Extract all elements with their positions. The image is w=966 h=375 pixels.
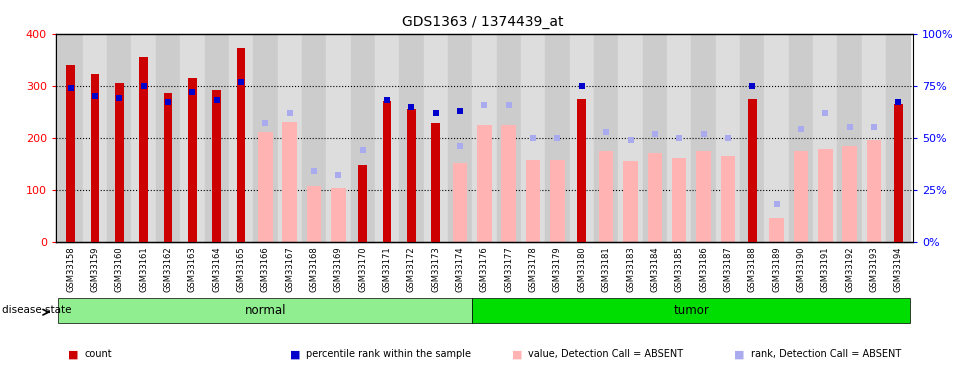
Bar — [521, 34, 545, 242]
Text: tumor: tumor — [673, 304, 709, 317]
Bar — [91, 74, 99, 242]
Bar — [83, 34, 107, 242]
Bar — [788, 34, 813, 242]
Bar — [570, 34, 594, 242]
Bar — [838, 34, 862, 242]
Bar — [59, 34, 83, 242]
Bar — [139, 57, 148, 242]
Bar — [526, 160, 540, 242]
Bar — [599, 151, 613, 242]
Bar — [358, 165, 367, 242]
Bar — [472, 298, 910, 323]
Bar — [501, 125, 516, 242]
Bar — [181, 34, 205, 242]
Text: ■: ■ — [734, 350, 745, 359]
Bar — [448, 34, 472, 242]
Text: percentile rank within the sample: percentile rank within the sample — [306, 350, 471, 359]
Bar — [282, 122, 297, 242]
Text: disease state: disease state — [2, 305, 71, 315]
Bar — [229, 34, 253, 242]
Bar — [842, 146, 857, 242]
Bar — [163, 93, 172, 242]
Bar — [327, 34, 351, 242]
Text: value, Detection Call = ABSENT: value, Detection Call = ABSENT — [528, 350, 684, 359]
Bar — [237, 48, 245, 242]
Text: ■: ■ — [290, 350, 300, 359]
Bar — [696, 151, 711, 242]
Bar — [578, 99, 586, 242]
Bar — [672, 158, 687, 242]
Bar — [497, 34, 521, 242]
Bar — [862, 34, 886, 242]
Bar — [399, 34, 424, 242]
Bar — [748, 99, 756, 242]
Bar — [472, 34, 497, 242]
Bar — [205, 34, 229, 242]
Text: ■: ■ — [512, 350, 523, 359]
Bar — [642, 34, 667, 242]
Bar — [740, 34, 764, 242]
Bar — [794, 151, 809, 242]
Bar — [769, 219, 783, 242]
Bar — [545, 34, 570, 242]
Bar — [277, 34, 302, 242]
Bar — [721, 156, 735, 242]
Bar — [131, 34, 156, 242]
Bar — [716, 34, 740, 242]
Bar — [307, 186, 322, 242]
Bar — [618, 34, 642, 242]
Bar — [647, 153, 662, 242]
Bar — [477, 125, 492, 242]
Text: GDS1363 / 1374439_at: GDS1363 / 1374439_at — [402, 15, 564, 29]
Bar — [67, 65, 75, 242]
Bar — [594, 34, 618, 242]
Bar — [453, 163, 468, 242]
Bar — [302, 34, 327, 242]
Bar — [667, 34, 692, 242]
Bar — [383, 101, 391, 242]
Bar — [424, 34, 448, 242]
Text: ■: ■ — [68, 350, 78, 359]
Bar — [764, 34, 788, 242]
Bar — [107, 34, 131, 242]
Bar — [188, 78, 197, 242]
Bar — [407, 109, 415, 242]
Bar — [258, 132, 272, 242]
Bar — [253, 34, 277, 242]
Text: rank, Detection Call = ABSENT: rank, Detection Call = ABSENT — [751, 350, 901, 359]
Bar — [213, 90, 221, 242]
Text: count: count — [84, 350, 112, 359]
Bar — [813, 34, 838, 242]
Bar — [432, 123, 440, 242]
Text: normal: normal — [244, 304, 286, 317]
Bar — [894, 104, 902, 242]
Bar — [115, 83, 124, 242]
Bar — [331, 188, 346, 242]
Bar — [351, 34, 375, 242]
Bar — [59, 298, 472, 323]
Bar — [156, 34, 181, 242]
Bar — [551, 160, 565, 242]
Bar — [867, 140, 881, 242]
Bar — [818, 149, 833, 242]
Bar — [375, 34, 399, 242]
Bar — [886, 34, 910, 242]
Bar — [692, 34, 716, 242]
Bar — [623, 161, 638, 242]
